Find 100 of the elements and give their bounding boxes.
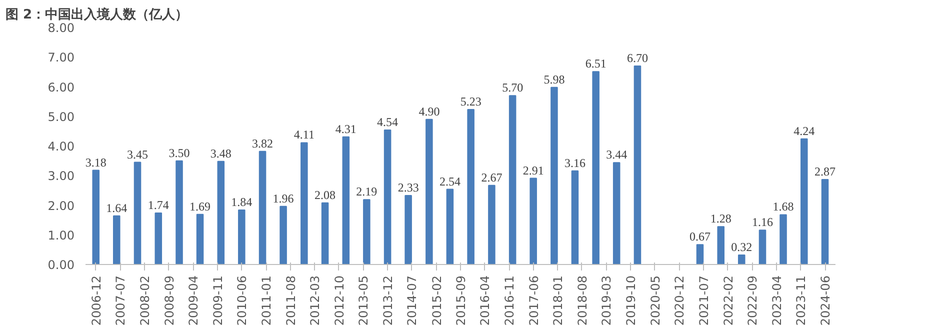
bar: [258, 150, 266, 264]
x-tick-label: 2015-02: [430, 276, 444, 326]
data-label: 1.64: [106, 200, 128, 215]
data-label: 1.16: [752, 215, 773, 230]
bar: [446, 188, 454, 264]
data-label: 1.74: [148, 198, 169, 212]
y-tick-label: 6.00: [48, 80, 74, 94]
bar: [342, 136, 350, 264]
y-tick-label: 5.00: [48, 110, 74, 124]
data-label: 6.51: [585, 56, 606, 71]
x-tick-label: 2020-12: [672, 276, 687, 326]
bar: [717, 226, 724, 264]
data-label: 5.23: [460, 94, 482, 109]
bar: [384, 130, 392, 264]
bar: [530, 178, 537, 264]
bar: [176, 160, 183, 264]
x-tick-label: 2008-09: [162, 276, 176, 326]
x-tick-label: 2023-04: [770, 276, 784, 326]
y-tick-label: 0.00: [48, 258, 74, 272]
bar: [113, 215, 120, 264]
data-label: 2.87: [814, 164, 836, 178]
x-tick-label: 2019-10: [624, 276, 638, 326]
data-label: 0.67: [689, 230, 710, 244]
bar: [134, 162, 142, 264]
data-label: 3.44: [606, 148, 628, 162]
bar: [571, 170, 579, 264]
bar: [404, 194, 412, 264]
x-tick-label: 2012-10: [332, 276, 346, 326]
data-label: 4.24: [794, 124, 815, 138]
y-tick-label: 3.00: [48, 169, 74, 184]
x-tick-label: 2015-09: [454, 276, 468, 326]
x-tick-label: 2007-07: [114, 276, 128, 326]
x-tick-label: 2016-11: [502, 276, 517, 326]
data-label: 2.91: [522, 163, 544, 178]
data-label: 6.70: [626, 51, 648, 66]
x-tick-label: 2010-06: [235, 276, 250, 326]
x-tick-label: 2018-08: [575, 276, 590, 326]
bar: [738, 254, 746, 264]
x-tick-label: 2022-09: [746, 276, 760, 326]
bar: [238, 209, 246, 264]
data-label: 3.50: [168, 146, 190, 160]
x-tick-label: 2024-06: [818, 276, 833, 326]
bar: [92, 170, 100, 264]
x-tick-label: 2011-08: [284, 276, 298, 326]
bar: [800, 138, 808, 264]
bar: [592, 71, 600, 264]
x-tick-label: 2006-12: [89, 276, 104, 326]
bar: [321, 202, 329, 264]
bar: [300, 142, 308, 264]
bar: [634, 66, 642, 264]
data-label: 3.16: [564, 156, 586, 170]
x-tick-label: 2021-07: [696, 276, 711, 326]
data-label: 2.54: [439, 174, 460, 188]
bar: [488, 184, 496, 264]
data-label: 4.90: [418, 104, 440, 118]
data-label: 0.32: [731, 240, 752, 254]
data-label: 4.54: [377, 115, 398, 130]
bar: [154, 212, 162, 264]
data-label: 2.33: [398, 180, 419, 194]
x-tick-label: 2011-01: [260, 276, 274, 326]
data-label: 3.48: [210, 146, 232, 160]
y-tick-label: 8.00: [48, 21, 74, 35]
data-label: 3.45: [127, 147, 148, 162]
bar: [280, 206, 287, 264]
x-tick-label: 2012-03: [308, 276, 322, 326]
x-tick-label: 2013-12: [381, 276, 396, 326]
bar: [196, 214, 204, 264]
x-tick-label: 2023-11: [794, 276, 808, 326]
y-tick-label: 1.00: [48, 228, 74, 242]
data-label: 5.70: [502, 80, 524, 95]
x-tick-label: 2008-02: [138, 276, 152, 326]
bar: [217, 160, 225, 264]
bar: [363, 199, 370, 264]
y-tick-label: 2.00: [48, 198, 74, 213]
x-tick-label: 2017-06: [526, 276, 541, 326]
data-label: 1.68: [772, 200, 794, 214]
bar: [821, 178, 829, 264]
x-tick-label: 2016-04: [478, 276, 492, 326]
x-tick-label: 2009-04: [186, 276, 201, 326]
data-label: 4.11: [294, 128, 314, 142]
bar: [758, 230, 766, 264]
data-label: 2.67: [481, 170, 502, 184]
bar: [780, 214, 787, 264]
y-tick-label: 4.00: [48, 140, 74, 154]
y-tick-label: 7.00: [48, 50, 74, 65]
x-tick-label: 2019-03: [600, 276, 614, 326]
chart-title: 图 2：中国出入境人数（亿人）: [6, 6, 188, 22]
bar: [550, 86, 558, 264]
bar: [467, 109, 474, 264]
bar: [696, 244, 704, 264]
x-tick-label: 2009-11: [210, 276, 225, 326]
data-label: 1.96: [272, 191, 294, 206]
data-label: 1.69: [190, 199, 211, 214]
data-label: 1.84: [231, 194, 252, 209]
data-label: 1.28: [710, 212, 732, 226]
data-label: 3.82: [252, 136, 274, 150]
x-tick-label: 2018-01: [551, 276, 566, 326]
data-label: 2.19: [356, 184, 378, 199]
data-label: 2.08: [314, 188, 336, 202]
x-tick-label: 2013-05: [356, 276, 371, 326]
